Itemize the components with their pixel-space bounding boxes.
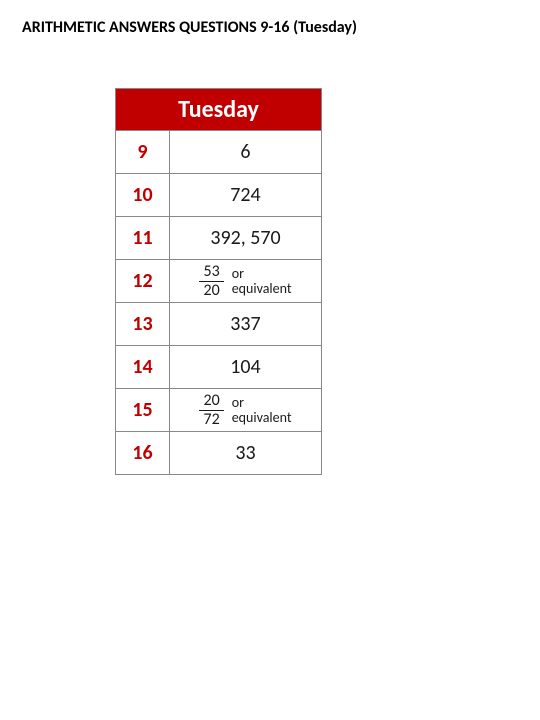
table-row: 15 20 72 or equivalent bbox=[116, 389, 322, 432]
equivalent-note-line2: equivalent bbox=[232, 281, 292, 296]
question-number: 9 bbox=[116, 131, 170, 174]
answer-value: 104 bbox=[170, 346, 322, 389]
answer-value: 6 bbox=[170, 131, 322, 174]
equivalent-note-line1: or bbox=[232, 395, 292, 410]
fraction: 53 20 bbox=[199, 264, 223, 299]
question-number: 10 bbox=[116, 174, 170, 217]
answers-table: Tuesday 9 6 10 724 11 392, 570 12 53 20 bbox=[115, 88, 322, 475]
table-row: 10 724 bbox=[116, 174, 322, 217]
table-row: 13 337 bbox=[116, 303, 322, 346]
table-row: 16 33 bbox=[116, 432, 322, 475]
table-row: 11 392, 570 bbox=[116, 217, 322, 260]
table-header-day: Tuesday bbox=[116, 89, 322, 131]
equivalent-note: or equivalent bbox=[232, 266, 292, 297]
fraction: 20 72 bbox=[199, 393, 223, 428]
table-row: 14 104 bbox=[116, 346, 322, 389]
answer-fraction: 20 72 or equivalent bbox=[170, 389, 322, 432]
equivalent-note-line2: equivalent bbox=[232, 410, 292, 425]
equivalent-note-line1: or bbox=[232, 266, 292, 281]
equivalent-note: or equivalent bbox=[232, 395, 292, 426]
question-number: 11 bbox=[116, 217, 170, 260]
question-number: 15 bbox=[116, 389, 170, 432]
answer-fraction: 53 20 or equivalent bbox=[170, 260, 322, 303]
answer-value: 33 bbox=[170, 432, 322, 475]
question-number: 14 bbox=[116, 346, 170, 389]
question-number: 16 bbox=[116, 432, 170, 475]
answer-value: 337 bbox=[170, 303, 322, 346]
fraction-denominator: 72 bbox=[199, 411, 223, 428]
table-row: 12 53 20 or equivalent bbox=[116, 260, 322, 303]
question-number: 12 bbox=[116, 260, 170, 303]
page-title: ARITHMETIC ANSWERS QUESTIONS 9-16 (Tuesd… bbox=[22, 18, 357, 37]
fraction-denominator: 20 bbox=[199, 282, 223, 299]
answer-value: 724 bbox=[170, 174, 322, 217]
fraction-numerator: 53 bbox=[199, 264, 223, 282]
question-number: 13 bbox=[116, 303, 170, 346]
fraction-numerator: 20 bbox=[199, 393, 223, 411]
answer-value: 392, 570 bbox=[170, 217, 322, 260]
table-row: 9 6 bbox=[116, 131, 322, 174]
